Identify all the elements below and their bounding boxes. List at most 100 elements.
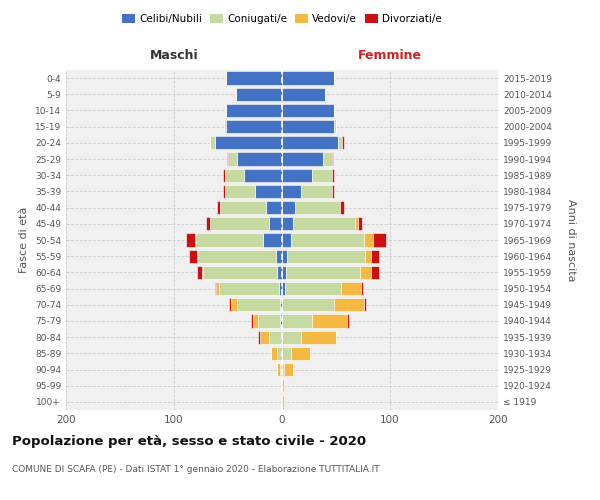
Text: Popolazione per età, sesso e stato civile - 2020: Popolazione per età, sesso e stato civil… [12,435,366,448]
Bar [282,168,312,182]
Bar [282,250,287,263]
Bar [229,298,231,312]
Bar [295,201,340,214]
Bar [355,217,358,230]
Bar [282,396,284,408]
Bar [282,201,295,214]
Bar [282,120,334,134]
Bar [282,266,286,279]
Bar [215,282,216,295]
Bar [258,314,280,328]
Bar [334,298,364,312]
Bar [203,266,277,279]
Bar [209,136,215,149]
Bar [361,282,363,295]
Bar [290,234,364,246]
Bar [258,330,260,344]
Bar [301,185,332,198]
Bar [282,152,323,166]
Bar [282,379,284,392]
Bar [281,396,282,408]
Bar [282,346,290,360]
Bar [282,330,301,344]
Bar [282,88,325,101]
Bar [323,152,332,166]
Bar [197,250,198,263]
Bar [251,314,253,328]
Bar [215,136,282,149]
Bar [332,185,334,198]
Bar [312,314,347,328]
Bar [226,72,282,85]
Bar [340,201,344,214]
Bar [253,314,258,328]
Bar [216,282,220,295]
Bar [282,136,338,149]
Bar [275,250,282,263]
Bar [225,168,244,182]
Bar [217,201,220,214]
Bar [282,217,293,230]
Bar [360,266,371,279]
Bar [223,185,225,198]
Bar [285,282,341,295]
Bar [332,168,334,182]
Bar [312,168,332,182]
Bar [266,201,282,214]
Y-axis label: Anni di nascita: Anni di nascita [566,198,576,281]
Bar [282,363,284,376]
Bar [236,88,282,101]
Bar [347,314,349,328]
Bar [282,185,301,198]
Bar [343,136,344,149]
Bar [332,152,333,166]
Bar [358,217,362,230]
Bar [282,314,312,328]
Bar [271,346,277,360]
Bar [263,234,282,246]
Bar [284,363,293,376]
Bar [282,104,334,117]
Bar [277,363,280,376]
Bar [236,152,282,166]
Bar [286,266,360,279]
Bar [371,250,379,263]
Bar [334,120,336,134]
Bar [231,298,236,312]
Bar [220,201,266,214]
Bar [287,250,365,263]
Bar [290,346,310,360]
Bar [198,250,275,263]
Bar [293,217,355,230]
Bar [226,120,282,134]
Bar [301,330,336,344]
Bar [228,152,236,166]
Bar [220,282,279,295]
Bar [186,234,194,246]
Bar [206,217,209,230]
Bar [282,282,285,295]
Y-axis label: Fasce di età: Fasce di età [19,207,29,273]
Bar [269,217,282,230]
Bar [260,330,269,344]
Bar [197,266,202,279]
Bar [277,346,282,360]
Bar [225,185,255,198]
Bar [280,314,282,328]
Bar [281,379,282,392]
Bar [279,282,282,295]
Bar [223,168,225,182]
Bar [194,234,196,246]
Bar [196,234,263,246]
Text: Femmine: Femmine [358,49,422,62]
Bar [338,136,343,149]
Bar [255,185,282,198]
Bar [365,250,371,263]
Bar [282,72,334,85]
Text: COMUNE DI SCAFA (PE) - Dati ISTAT 1° gennaio 2020 - Elaborazione TUTTITALIA.IT: COMUNE DI SCAFA (PE) - Dati ISTAT 1° gen… [12,465,380,474]
Bar [371,266,379,279]
Bar [341,282,361,295]
Bar [280,363,282,376]
Bar [282,298,334,312]
Bar [244,168,282,182]
